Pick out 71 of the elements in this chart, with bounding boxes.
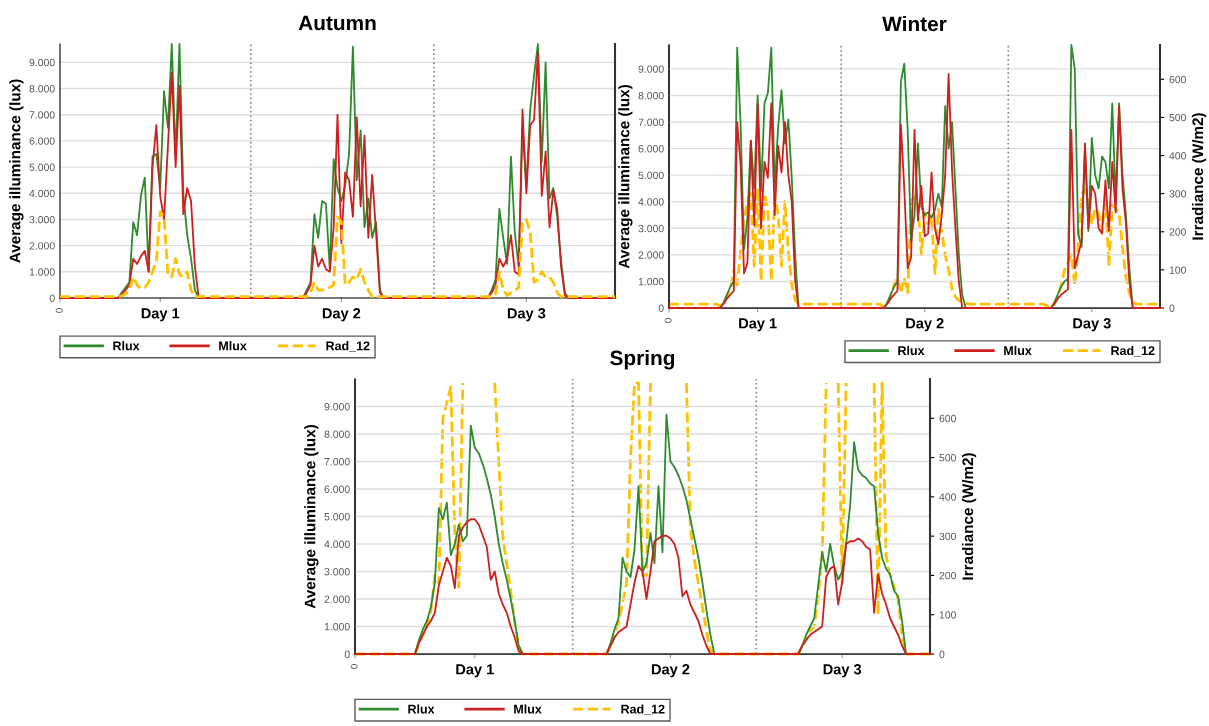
x-tick-label: Day 2 [651,664,690,678]
x-tick-label: 0 [55,308,63,313]
chart-title: Spring [610,350,675,370]
y-tick-label: 2.000 [324,595,350,603]
x-tick-label: Day 1 [456,664,494,678]
y-tick-label: 2.000 [638,251,664,259]
y-tick-label: 2.000 [29,242,55,250]
y-tick-label: 6.000 [638,145,664,153]
x-tick-label: Day 3 [1073,318,1111,332]
y-tick-label: 5.000 [638,171,664,180]
y-tick-label: 4.000 [324,540,350,548]
y-tick-label: 9.000 [29,58,55,67]
y2-tick-label: 0 [939,650,945,658]
y2-tick-label: 100 [939,611,956,619]
y2-axis-title: Irradiance (W/m2) [961,453,977,580]
y2-tick-label: 300 [1169,190,1186,198]
y2-tick-label: 500 [1169,113,1186,122]
y-tick-label: 4.000 [29,189,55,198]
x-tick-label: Day 3 [507,308,546,322]
y-tick-label: 7.000 [324,458,350,466]
y-tick-label: 1.000 [324,623,350,631]
x-tick-label: Day 1 [739,318,777,332]
legend-label: Mlux [514,704,542,714]
y-tick-label: 9.000 [324,403,350,411]
y-tick-label: 8.000 [324,430,350,438]
y-tick-label: 5.000 [29,163,55,171]
x-tick-label: 0 [350,664,358,669]
y-tick-label: 6.000 [29,137,55,145]
x-tick-label: Day 3 [823,664,862,678]
y-tick-label: 0 [49,294,55,302]
chart-title: Autumn [298,15,376,31]
y-tick-label: 3.000 [638,224,664,233]
y-tick-label: 3.000 [324,568,350,576]
x-tick-label: Day 2 [906,318,944,332]
y2-tick-label: 600 [1169,75,1186,84]
y-tick-label: 8.000 [638,91,664,100]
y-axis-title: Average illuminance (lux) [9,79,24,263]
y2-tick-label: 400 [1169,152,1186,160]
y-axis-title: Average illuminance (lux) [304,425,319,609]
y2-tick-label: 200 [1169,228,1186,236]
legend-label: Mlux [1004,345,1032,356]
y-tick-label: 6.000 [324,485,350,493]
y2-tick-label: 500 [939,454,956,462]
y-tick-label: 9.000 [638,65,664,73]
y-tick-label: 8.000 [29,85,55,93]
y2-tick-label: 600 [939,414,956,423]
legend-label: Mlux [219,341,247,351]
legend-label: Rad_12 [621,704,665,715]
y-tick-label: 7.000 [29,111,55,119]
y-tick-label: 1.000 [638,277,664,286]
chart-title: Winter [882,16,947,32]
x-tick-label: Day 1 [141,308,180,322]
y-axis-title: Average illuminance (lux) [618,85,633,269]
x-tick-label: 0 [664,318,672,323]
y2-tick-label: 200 [939,571,956,580]
y-tick-label: 3.000 [29,215,55,224]
legend-label: Rlux [898,345,925,356]
y-tick-label: 0 [344,650,350,658]
y-tick-label: 4.000 [638,198,664,206]
y-tick-label: 5.000 [324,513,350,521]
y2-tick-label: 300 [939,532,956,541]
legend-label: Rlux [408,704,435,714]
x-tick-label: Day 2 [322,308,361,322]
y-tick-label: 1.000 [29,268,55,276]
legend-label: Rad_12 [326,341,370,352]
legend-label: Rlux [113,341,140,351]
y-tick-label: 7.000 [638,118,664,126]
y2-tick-label: 100 [1169,266,1186,274]
legend-label: Rad_12 [1111,345,1155,357]
y2-tick-label: 400 [939,493,956,501]
y2-axis-title: Irradiance (W/m2) [1191,113,1207,240]
